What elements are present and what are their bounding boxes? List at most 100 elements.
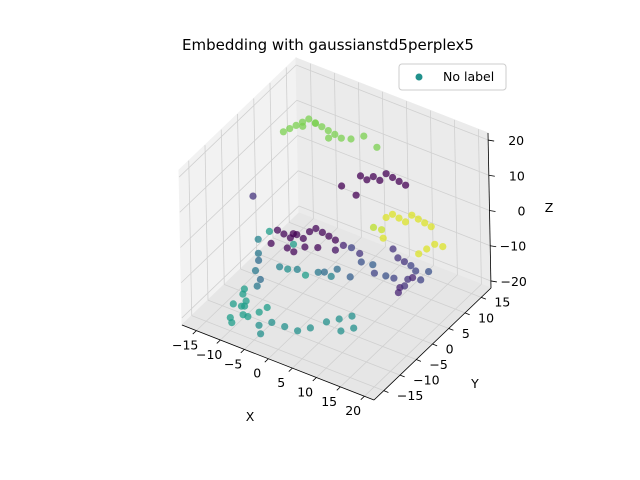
data-point xyxy=(320,268,328,276)
data-point xyxy=(348,312,356,320)
data-point xyxy=(369,223,378,231)
z-tick-mark xyxy=(488,174,495,177)
data-point xyxy=(255,321,263,329)
x-tick-label: 5 xyxy=(277,375,285,390)
x-tick-mark xyxy=(288,367,293,372)
y-tick-label: 5 xyxy=(462,326,470,341)
data-point xyxy=(255,256,263,264)
data-point xyxy=(283,244,291,252)
data-point xyxy=(335,315,343,323)
data-point xyxy=(369,173,377,181)
data-point xyxy=(306,324,314,332)
data-point xyxy=(401,282,409,290)
data-point xyxy=(417,276,425,284)
data-point xyxy=(289,240,298,248)
data-point xyxy=(369,261,377,269)
data-point xyxy=(331,246,339,254)
axes-ticks: −15−10−505101520−15−10−5051015−20−100102… xyxy=(172,133,527,418)
data-point xyxy=(286,125,294,133)
data-point xyxy=(312,224,320,233)
gridline-y-floor xyxy=(224,284,417,360)
data-point xyxy=(301,243,309,251)
data-points xyxy=(226,115,447,338)
gridline-y-floor xyxy=(207,299,401,376)
y-tick-label: 15 xyxy=(494,295,510,310)
data-point xyxy=(395,177,403,185)
data-point xyxy=(363,176,371,184)
z-tick-label: −10 xyxy=(500,239,526,254)
data-point xyxy=(376,176,384,184)
data-point xyxy=(347,135,355,143)
data-point xyxy=(280,230,288,238)
data-point xyxy=(290,248,298,256)
data-point xyxy=(401,218,410,226)
data-point xyxy=(268,318,276,326)
gridline-z-wall-left xyxy=(180,135,298,248)
data-point xyxy=(314,244,322,252)
data-point xyxy=(327,272,335,280)
data-point xyxy=(331,130,339,138)
data-point xyxy=(256,275,264,284)
data-point xyxy=(423,245,431,253)
y-tick-mark xyxy=(432,343,438,347)
x-axis-line xyxy=(181,324,375,401)
data-point xyxy=(318,123,326,131)
data-point xyxy=(370,269,378,277)
x-tick-label: 10 xyxy=(297,384,313,399)
gridline-y-floor xyxy=(191,315,384,392)
z-tick-label: 20 xyxy=(508,133,524,148)
data-point xyxy=(357,258,365,266)
y-tick-label: 10 xyxy=(478,310,494,325)
data-point xyxy=(255,308,263,316)
data-point xyxy=(425,268,433,276)
data-point xyxy=(279,128,287,136)
data-point xyxy=(378,226,386,234)
data-point xyxy=(382,213,390,222)
data-point xyxy=(263,303,271,312)
data-point xyxy=(407,262,415,270)
data-point xyxy=(229,300,237,308)
z-tick-mark xyxy=(490,245,497,248)
x-tick-label: −5 xyxy=(224,356,242,371)
data-point xyxy=(356,172,365,180)
y-tick-mark xyxy=(448,328,454,331)
y-tick-label: −5 xyxy=(429,357,447,372)
data-point xyxy=(373,143,381,151)
data-point xyxy=(382,170,390,178)
x-tick-mark xyxy=(312,377,317,382)
data-point xyxy=(306,228,314,236)
data-point xyxy=(281,323,289,331)
x-tick-label: −15 xyxy=(172,338,198,353)
x-tick-label: 15 xyxy=(321,394,337,409)
data-point xyxy=(265,227,273,235)
data-point xyxy=(431,240,439,248)
data-point xyxy=(338,182,346,190)
data-point xyxy=(412,267,420,275)
data-point xyxy=(352,191,360,199)
x-tick-mark xyxy=(240,349,245,354)
y-tick-mark xyxy=(464,312,470,316)
data-point xyxy=(360,132,368,140)
data-point xyxy=(409,274,417,282)
y-tick-mark xyxy=(481,296,487,300)
data-point xyxy=(251,267,260,275)
z-tick-mark xyxy=(490,280,497,283)
legend-label: No label xyxy=(443,69,494,84)
data-point xyxy=(347,244,356,252)
gridline-z-wall-back xyxy=(298,170,491,247)
y-tick-label: −15 xyxy=(397,388,423,403)
gridline-y-floor xyxy=(240,268,433,345)
data-point xyxy=(244,313,252,321)
data-point xyxy=(414,215,422,223)
data-point xyxy=(350,324,358,332)
data-point xyxy=(337,134,345,142)
x-tick-mark xyxy=(336,386,341,391)
data-point xyxy=(439,243,447,251)
y-tick-label: 0 xyxy=(446,341,454,356)
data-point xyxy=(273,226,282,234)
z-tick-label: 10 xyxy=(509,168,525,183)
data-point xyxy=(241,302,249,310)
data-point xyxy=(408,211,416,219)
x-axis-label: X xyxy=(246,409,255,424)
data-point xyxy=(379,234,387,242)
